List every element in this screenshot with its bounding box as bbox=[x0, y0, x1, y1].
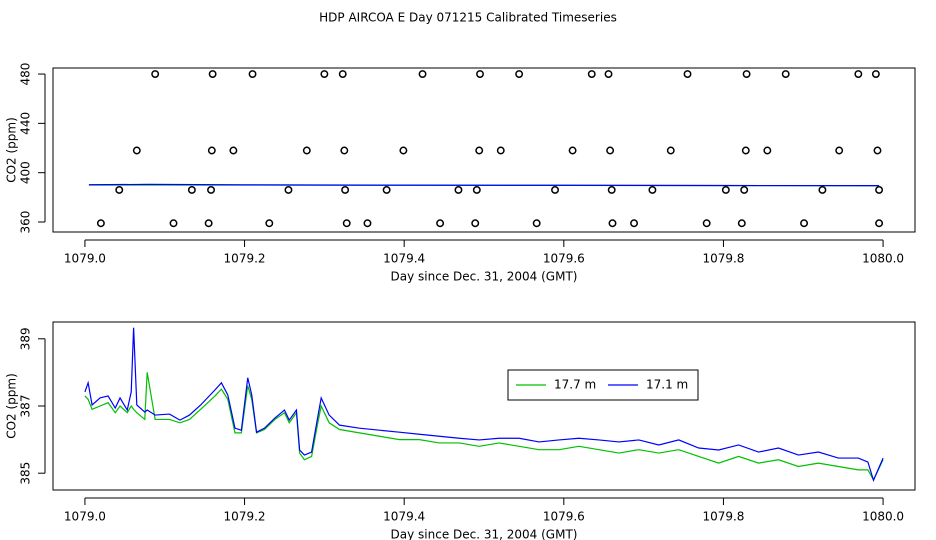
point bbox=[702, 219, 711, 228]
y-axis-label: CO2 (ppm) bbox=[5, 373, 19, 439]
point bbox=[418, 70, 427, 78]
x-tick-label: 1079.2 bbox=[224, 510, 266, 524]
point bbox=[208, 70, 217, 78]
point bbox=[207, 146, 216, 155]
point bbox=[666, 146, 675, 155]
point bbox=[740, 186, 749, 194]
point bbox=[568, 146, 577, 155]
point bbox=[229, 146, 238, 155]
series-line bbox=[84, 372, 884, 482]
point bbox=[382, 186, 391, 194]
point bbox=[363, 219, 372, 228]
x-tick-label: 1080.0 bbox=[862, 510, 904, 524]
point bbox=[607, 186, 616, 194]
point bbox=[875, 186, 884, 194]
point bbox=[96, 219, 105, 228]
point bbox=[604, 70, 613, 78]
point bbox=[608, 219, 617, 228]
point bbox=[551, 186, 559, 194]
point bbox=[132, 146, 141, 155]
point bbox=[683, 70, 692, 78]
point bbox=[248, 70, 257, 78]
x-tick-label: 1079.4 bbox=[383, 252, 425, 266]
point bbox=[340, 146, 349, 155]
x-tick-label: 1079.4 bbox=[383, 510, 425, 524]
x-tick-label: 1079.8 bbox=[702, 252, 744, 266]
x-tick-label: 1079.8 bbox=[702, 510, 744, 524]
chart-title: HDP AIRCOA E Day 071215 Calibrated Times… bbox=[319, 11, 617, 25]
point bbox=[472, 186, 481, 194]
x-tick-label: 1079.2 bbox=[224, 252, 266, 266]
plot-frame bbox=[52, 321, 916, 491]
x-tick-label: 1080.0 bbox=[862, 252, 904, 266]
point bbox=[169, 219, 178, 228]
point bbox=[781, 70, 790, 78]
y-tick-label: 440 bbox=[19, 112, 33, 135]
point bbox=[532, 219, 541, 228]
point bbox=[204, 219, 213, 228]
point bbox=[320, 70, 329, 78]
trend-line bbox=[88, 183, 880, 187]
x-tick-label: 1079.6 bbox=[543, 510, 585, 524]
y-tick-label: 400 bbox=[19, 161, 33, 184]
y-tick-label: 387 bbox=[19, 395, 33, 418]
x-tick-label: 1079.0 bbox=[64, 252, 106, 266]
point bbox=[835, 146, 844, 155]
point bbox=[454, 186, 463, 194]
point bbox=[648, 186, 657, 194]
x-tick-label: 1079.0 bbox=[64, 510, 106, 524]
legend-label: 17.1 m bbox=[646, 378, 688, 392]
point bbox=[115, 186, 124, 194]
point bbox=[338, 70, 347, 78]
point bbox=[800, 219, 809, 228]
point bbox=[737, 219, 746, 228]
point bbox=[742, 70, 751, 78]
point bbox=[873, 146, 882, 155]
point bbox=[471, 219, 480, 228]
y-tick-label: 385 bbox=[19, 462, 33, 485]
point bbox=[187, 186, 196, 194]
point bbox=[207, 186, 215, 194]
y-tick-label: 389 bbox=[19, 327, 33, 350]
point bbox=[341, 186, 350, 194]
point bbox=[284, 186, 293, 194]
point bbox=[265, 219, 274, 228]
legend-label: 17.7 m bbox=[554, 378, 596, 392]
point bbox=[475, 146, 484, 155]
x-axis-label: Day since Dec. 31, 2004 (GMT) bbox=[391, 270, 578, 284]
y-tick-label: 360 bbox=[19, 211, 33, 234]
point bbox=[630, 219, 639, 228]
x-axis-label: Day since Dec. 31, 2004 (GMT) bbox=[391, 528, 578, 540]
point bbox=[606, 146, 615, 155]
point bbox=[875, 219, 884, 228]
point bbox=[763, 146, 772, 155]
plot-frame bbox=[52, 67, 916, 233]
point bbox=[476, 70, 484, 78]
point bbox=[741, 146, 750, 155]
point bbox=[302, 146, 311, 155]
point bbox=[587, 70, 596, 78]
x-tick-label: 1079.6 bbox=[543, 252, 585, 266]
y-tick-label: 480 bbox=[19, 63, 33, 86]
point bbox=[818, 186, 827, 194]
y-axis-label: CO2 (ppm) bbox=[5, 117, 19, 183]
point bbox=[496, 146, 505, 155]
point bbox=[436, 219, 445, 228]
point bbox=[399, 146, 408, 155]
series-line bbox=[84, 327, 884, 482]
point bbox=[515, 70, 524, 78]
point bbox=[151, 70, 160, 78]
point bbox=[871, 70, 880, 78]
point bbox=[721, 186, 730, 194]
point bbox=[342, 219, 351, 228]
point bbox=[854, 70, 863, 78]
